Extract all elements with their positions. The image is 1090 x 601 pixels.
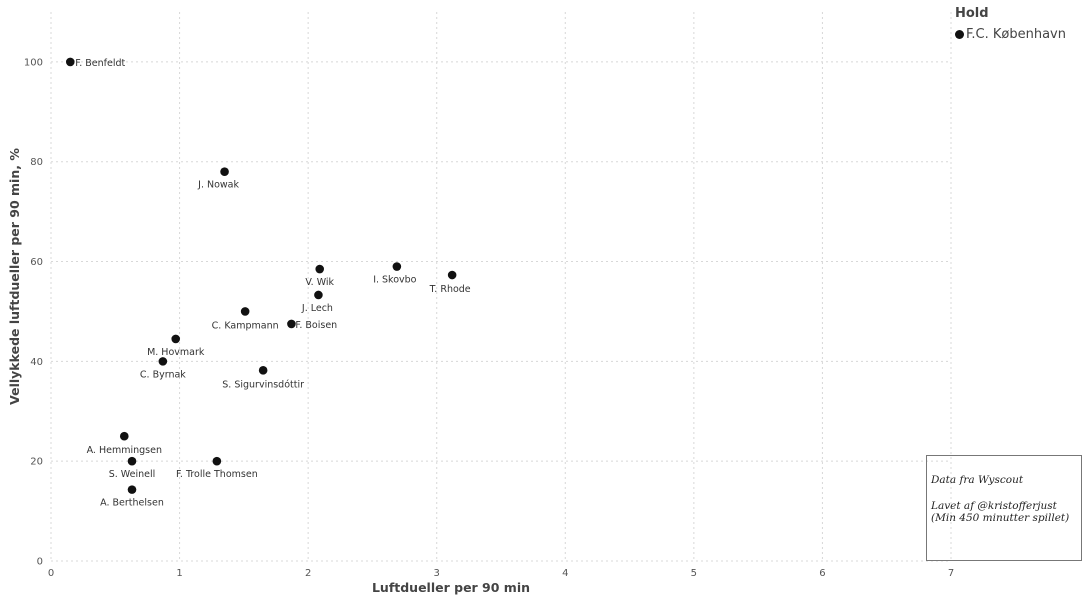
data-point[interactable] (171, 334, 181, 344)
point-label: I. Skovbo (373, 275, 416, 286)
legend-item-label: F.C. København (966, 27, 1066, 42)
x-axis-ticks: 0 1 2 3 4 5 6 7 (48, 568, 954, 579)
data-point[interactable] (127, 456, 137, 466)
point-label: S. Weinell (109, 469, 156, 480)
x-tick-label: 7 (948, 568, 954, 579)
y-tick-label: 100 (24, 57, 43, 68)
data-point[interactable] (392, 262, 402, 271)
x-tick-label: 4 (562, 568, 568, 579)
data-point[interactable] (447, 270, 457, 280)
data-point[interactable] (158, 357, 168, 366)
data-point[interactable] (287, 319, 296, 329)
legend-item[interactable]: F.C. København (955, 27, 1066, 42)
y-axis-ticks: 0 20 40 60 80 100 (24, 57, 43, 567)
data-point[interactable] (127, 485, 137, 494)
x-tick-label: 0 (48, 568, 54, 579)
legend-title: Hold (955, 6, 989, 21)
y-tick-label: 80 (30, 157, 43, 168)
x-tick-label: 2 (305, 568, 311, 579)
point-labels: F. Benfeldt J. Nowak V. Wik I. Skovbo T. Rho… (75, 58, 471, 509)
point-label: C. Byrnak (140, 369, 186, 380)
note-author: Lavet af @kristofferjust (931, 500, 1057, 512)
point-label: A. Hemmingsen (87, 445, 162, 456)
point-label: J. Nowak (197, 180, 239, 191)
x-tick-label: 5 (691, 568, 697, 579)
note-criteria: (Min 450 minutter spillet) (931, 512, 1070, 524)
data-point[interactable] (212, 456, 222, 466)
y-axis-title: Vellykkede luftdueller per 90 min, % (7, 148, 22, 405)
point-label: V. Wik (305, 277, 334, 288)
point-label: F. Boisen (295, 320, 337, 331)
source-note-box: Data fra Wyscout Lavet af @kristofferjus… (926, 455, 1082, 561)
data-point[interactable] (119, 431, 129, 441)
data-point[interactable] (220, 167, 229, 177)
y-tick-label: 20 (30, 457, 43, 468)
point-label: T. Rhode (429, 284, 471, 295)
x-axis-title: Luftdueller per 90 min (372, 580, 530, 595)
data-point[interactable] (240, 307, 250, 316)
y-tick-label: 60 (30, 257, 43, 268)
y-tick-label: 40 (30, 357, 43, 368)
data-point[interactable] (65, 57, 75, 67)
data-point[interactable] (314, 290, 323, 300)
x-tick-label: 6 (819, 568, 825, 579)
y-tick-label: 0 (37, 557, 43, 568)
point-label: A. Berthelsen (100, 498, 164, 509)
data-points (65, 57, 457, 494)
x-tick-label: 1 (176, 568, 182, 579)
legend-marker-icon (955, 30, 964, 39)
note-source: Data fra Wyscout (931, 474, 1024, 486)
point-label: F. Trolle Thomsen (176, 469, 258, 480)
point-label: F. Benfeldt (75, 58, 125, 69)
grid-lines (50, 12, 952, 562)
data-point[interactable] (315, 264, 325, 274)
point-label: C. Kampmann (212, 320, 279, 331)
point-label: J. Lech (301, 303, 333, 314)
point-label: S. Sigurvinsdóttir (222, 379, 304, 390)
data-point[interactable] (258, 366, 268, 375)
x-tick-label: 3 (434, 568, 440, 579)
point-label: M. Hovmark (147, 347, 205, 358)
